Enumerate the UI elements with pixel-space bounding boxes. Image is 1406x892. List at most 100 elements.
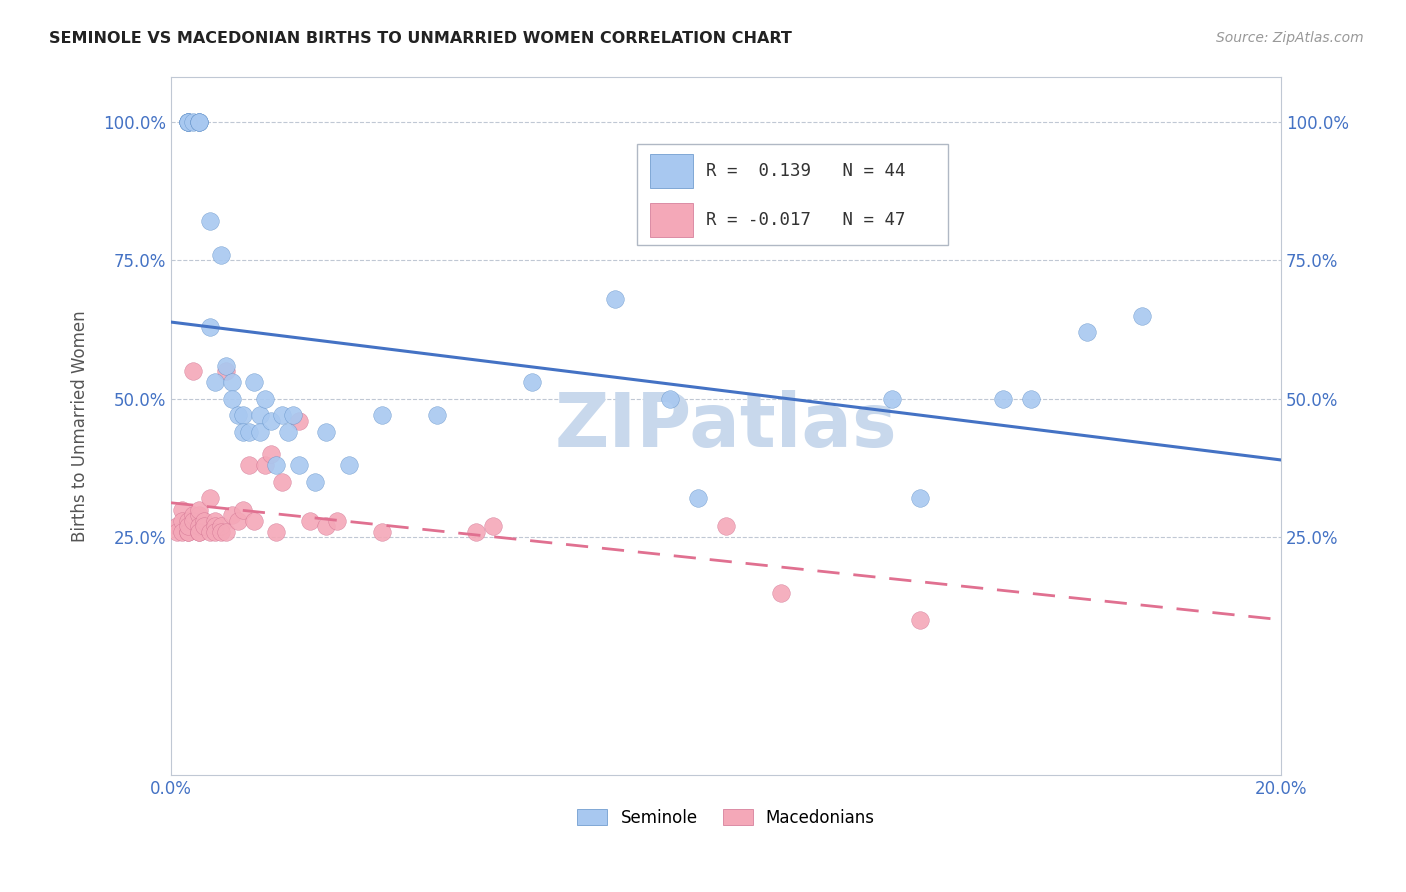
Point [908, 491, 931, 506]
Text: Source: ZipAtlas.com: Source: ZipAtlas.com [1216, 31, 1364, 45]
Point [221, 508, 243, 522]
Point [204, 375, 226, 389]
Point [243, 375, 266, 389]
Point [254, 458, 277, 473]
Point [181, 115, 204, 129]
Point [337, 458, 360, 473]
Point [166, 519, 188, 533]
Point [198, 491, 221, 506]
Point [287, 414, 309, 428]
Point [277, 425, 299, 439]
Point [221, 375, 243, 389]
Text: ZIPatlas: ZIPatlas [554, 390, 897, 463]
Point [243, 514, 266, 528]
Point [254, 392, 277, 406]
Point [181, 514, 204, 528]
Point [603, 292, 626, 306]
Point [315, 519, 337, 533]
Point [204, 519, 226, 533]
Point [266, 458, 288, 473]
Point [520, 375, 543, 389]
Point [226, 409, 249, 423]
Point [187, 524, 209, 539]
Point [187, 115, 209, 129]
Point [281, 409, 304, 423]
Point [176, 524, 198, 539]
Y-axis label: Births to Unmarried Women: Births to Unmarried Women [72, 310, 89, 542]
Point [266, 524, 288, 539]
Point [226, 514, 249, 528]
Point [209, 524, 232, 539]
Point [215, 524, 238, 539]
Point [176, 524, 198, 539]
Point [238, 425, 260, 439]
Point [260, 447, 283, 461]
Point [249, 425, 271, 439]
Point [176, 519, 198, 533]
Point [176, 514, 198, 528]
Point [659, 392, 682, 406]
Point [371, 409, 394, 423]
Point [882, 392, 904, 406]
Point [181, 508, 204, 522]
Point [238, 458, 260, 473]
Point [770, 585, 793, 599]
Point [232, 502, 254, 516]
FancyBboxPatch shape [651, 203, 693, 236]
Point [172, 514, 194, 528]
Point [908, 613, 931, 627]
FancyBboxPatch shape [651, 154, 693, 187]
Point [209, 519, 232, 533]
Text: R = -0.017   N = 47: R = -0.017 N = 47 [706, 211, 905, 229]
Point [232, 425, 254, 439]
Point [271, 409, 294, 423]
Point [198, 214, 221, 228]
Point [187, 115, 209, 129]
Point [298, 514, 321, 528]
Point [326, 514, 349, 528]
Point [176, 115, 198, 129]
Point [198, 524, 221, 539]
Point [993, 392, 1015, 406]
Point [176, 115, 198, 129]
Point [426, 409, 449, 423]
Legend: Seminole, Macedonians: Seminole, Macedonians [571, 802, 882, 833]
Text: R =  0.139   N = 44: R = 0.139 N = 44 [706, 162, 905, 180]
Point [187, 519, 209, 533]
Point [315, 425, 337, 439]
Point [187, 502, 209, 516]
Point [249, 409, 271, 423]
Point [187, 115, 209, 129]
Point [215, 359, 238, 373]
Point [181, 364, 204, 378]
Point [371, 524, 394, 539]
Point [193, 514, 215, 528]
FancyBboxPatch shape [637, 144, 948, 245]
Point [193, 519, 215, 533]
Point [172, 502, 194, 516]
Point [187, 524, 209, 539]
Point [187, 508, 209, 522]
Point [166, 524, 188, 539]
Point [172, 524, 194, 539]
Point [176, 115, 198, 129]
Point [232, 409, 254, 423]
Point [198, 319, 221, 334]
Point [688, 491, 710, 506]
Point [204, 514, 226, 528]
Point [287, 458, 309, 473]
Point [260, 414, 283, 428]
Point [209, 248, 232, 262]
Point [221, 392, 243, 406]
Point [304, 475, 326, 489]
Point [1019, 392, 1042, 406]
Point [176, 115, 198, 129]
Text: SEMINOLE VS MACEDONIAN BIRTHS TO UNMARRIED WOMEN CORRELATION CHART: SEMINOLE VS MACEDONIAN BIRTHS TO UNMARRI… [49, 31, 792, 46]
Point [714, 519, 737, 533]
Point [482, 519, 505, 533]
Point [1130, 309, 1153, 323]
Point [1076, 326, 1098, 340]
Point [215, 364, 238, 378]
Point [204, 524, 226, 539]
Point [271, 475, 294, 489]
